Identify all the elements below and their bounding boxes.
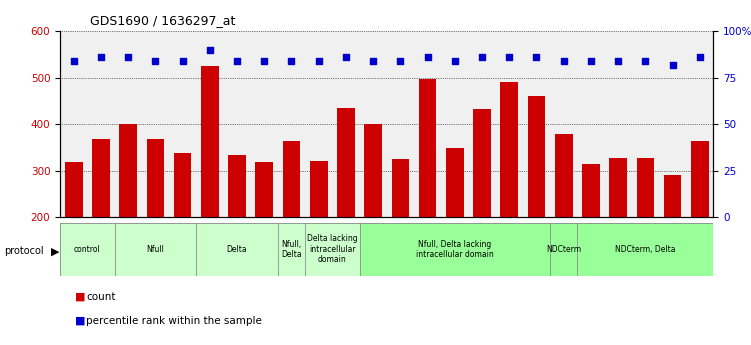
Point (312, 58, 324, 63)
Bar (65, 162, 83, 217)
Text: Nfull, Delta lacking
intracellular domain: Nfull, Delta lacking intracellular domai… (416, 239, 493, 259)
Bar (282, 141, 300, 217)
Bar (278, 223, 305, 276)
Bar (528, 96, 545, 217)
Point (258, 58, 270, 63)
Point (639, 58, 651, 63)
Text: Nfull,
Delta: Nfull, Delta (281, 239, 302, 259)
Bar (146, 139, 164, 217)
Text: protocol: protocol (4, 246, 44, 256)
Bar (201, 67, 219, 217)
Point (394, 58, 406, 63)
Bar (255, 162, 273, 217)
Bar (173, 153, 192, 217)
Bar (305, 223, 360, 276)
Bar (637, 158, 654, 217)
Point (585, 58, 597, 63)
Bar (582, 164, 600, 217)
Point (68, 58, 80, 63)
Bar (337, 108, 354, 217)
Bar (364, 124, 382, 217)
Text: Delta: Delta (227, 245, 247, 254)
Bar (92, 139, 110, 217)
Bar (550, 223, 578, 276)
Bar (228, 155, 246, 217)
Text: ■: ■ (75, 316, 86, 326)
Point (476, 55, 488, 60)
Point (340, 55, 352, 60)
Point (612, 58, 624, 63)
Bar (119, 124, 137, 217)
Bar (391, 159, 409, 217)
Bar (446, 148, 463, 217)
Point (449, 58, 461, 63)
Point (667, 62, 679, 67)
Bar (691, 140, 709, 217)
Bar (473, 109, 491, 217)
Point (204, 47, 216, 52)
Bar (310, 161, 327, 217)
Point (503, 55, 515, 60)
Bar (60, 223, 114, 276)
Point (285, 58, 297, 63)
Bar (555, 135, 572, 217)
Bar (196, 223, 278, 276)
Text: ■: ■ (75, 292, 86, 302)
Point (530, 55, 542, 60)
Point (149, 58, 161, 63)
Point (95, 55, 107, 60)
Point (421, 55, 433, 60)
Point (231, 58, 243, 63)
Bar (609, 158, 627, 217)
Text: GDS1690 / 1636297_at: GDS1690 / 1636297_at (90, 14, 236, 27)
Point (694, 55, 706, 60)
Point (367, 58, 379, 63)
Point (122, 55, 134, 60)
Bar (360, 223, 550, 276)
Point (558, 58, 570, 63)
Text: Delta lacking
intracellular
domain: Delta lacking intracellular domain (307, 234, 357, 264)
Bar (578, 223, 713, 276)
Bar (500, 82, 518, 217)
Text: NDCterm, Delta: NDCterm, Delta (615, 245, 676, 254)
Point (176, 58, 189, 63)
Text: control: control (74, 245, 101, 254)
Bar (114, 223, 196, 276)
Bar (664, 175, 681, 217)
Text: Nfull: Nfull (146, 245, 164, 254)
Text: NDCterm: NDCterm (546, 245, 581, 254)
Text: ▶: ▶ (51, 246, 59, 256)
Text: count: count (86, 292, 116, 302)
Bar (419, 79, 436, 217)
Text: percentile rank within the sample: percentile rank within the sample (86, 316, 262, 326)
